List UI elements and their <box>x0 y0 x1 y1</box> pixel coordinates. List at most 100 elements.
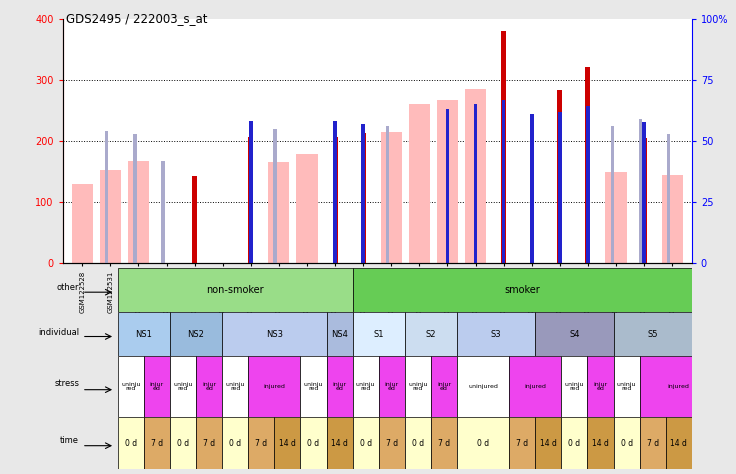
Text: S2: S2 <box>425 330 436 339</box>
Bar <box>405 356 431 417</box>
Bar <box>118 417 144 469</box>
Bar <box>381 132 402 263</box>
Bar <box>300 417 327 469</box>
Bar <box>587 417 614 469</box>
Text: injured: injured <box>524 384 546 389</box>
Bar <box>248 137 253 263</box>
Text: 0 d: 0 d <box>308 438 319 447</box>
Bar <box>457 417 509 469</box>
Bar <box>379 356 405 417</box>
Bar <box>275 417 300 469</box>
Bar <box>353 312 405 356</box>
Bar <box>144 417 170 469</box>
Bar <box>222 356 248 417</box>
Bar <box>361 133 366 263</box>
Bar <box>457 312 535 356</box>
Bar <box>361 124 365 263</box>
Bar <box>248 356 300 417</box>
Bar <box>196 417 222 469</box>
Bar <box>530 114 534 263</box>
Bar <box>105 131 108 263</box>
Bar <box>614 312 692 356</box>
Bar <box>192 176 197 263</box>
Text: 0 d: 0 d <box>229 438 241 447</box>
Text: 0 d: 0 d <box>620 438 633 447</box>
Bar <box>509 356 562 417</box>
Bar <box>667 134 670 263</box>
Bar <box>502 100 506 263</box>
Text: smoker: smoker <box>504 285 540 295</box>
Bar <box>610 127 614 263</box>
Bar <box>445 109 449 263</box>
Bar <box>273 129 277 263</box>
Text: 7 d: 7 d <box>647 438 659 447</box>
Bar <box>408 104 430 263</box>
Text: uninju
red: uninju red <box>617 382 637 392</box>
Bar <box>249 121 252 263</box>
Bar <box>535 312 614 356</box>
Bar <box>558 112 562 263</box>
Bar <box>100 170 121 263</box>
Bar <box>586 106 590 263</box>
Bar <box>474 104 478 263</box>
Text: S3: S3 <box>491 330 501 339</box>
Text: 14 d: 14 d <box>279 438 296 447</box>
Bar <box>614 356 640 417</box>
Bar <box>614 417 640 469</box>
Bar <box>509 417 535 469</box>
Text: 14 d: 14 d <box>670 438 687 447</box>
Text: NS3: NS3 <box>266 330 283 339</box>
Bar <box>222 417 248 469</box>
Bar <box>161 161 165 263</box>
Text: injur
ed: injur ed <box>202 382 216 392</box>
Text: uninju
red: uninju red <box>565 382 584 392</box>
Bar <box>562 417 587 469</box>
Bar <box>353 417 379 469</box>
Text: 7 d: 7 d <box>203 438 215 447</box>
Bar <box>431 356 457 417</box>
Text: uninju
red: uninju red <box>356 382 375 392</box>
Text: S4: S4 <box>569 330 580 339</box>
Bar <box>405 312 457 356</box>
Bar <box>557 91 562 263</box>
Bar <box>327 312 353 356</box>
Text: uninju
red: uninju red <box>304 382 323 392</box>
Text: uninju
red: uninju red <box>173 382 193 392</box>
Bar <box>353 268 692 312</box>
Bar <box>662 175 683 263</box>
Text: uninju
red: uninju red <box>121 382 141 392</box>
Text: 0 d: 0 d <box>124 438 137 447</box>
Bar <box>386 127 389 263</box>
Bar <box>640 356 718 417</box>
Text: uninju
red: uninju red <box>408 382 428 392</box>
Bar <box>118 312 170 356</box>
Text: time: time <box>60 436 79 445</box>
Text: injur
ed: injur ed <box>333 382 347 392</box>
Bar <box>465 89 486 263</box>
Text: 14 d: 14 d <box>331 438 348 447</box>
Bar <box>222 312 327 356</box>
Bar <box>144 356 170 417</box>
Text: injur
ed: injur ed <box>150 382 164 392</box>
Text: injur
ed: injur ed <box>593 382 608 392</box>
Bar <box>437 100 458 263</box>
Bar <box>170 356 196 417</box>
Bar <box>133 134 137 263</box>
Bar <box>640 417 666 469</box>
Bar <box>196 356 222 417</box>
Bar <box>501 30 506 263</box>
Text: 0 d: 0 d <box>360 438 372 447</box>
Text: S5: S5 <box>648 330 658 339</box>
Text: 7 d: 7 d <box>386 438 398 447</box>
Bar <box>642 138 647 263</box>
Bar <box>643 122 646 263</box>
Bar <box>327 356 353 417</box>
Text: non-smoker: non-smoker <box>206 285 264 295</box>
Text: injured: injured <box>668 384 690 389</box>
Text: 14 d: 14 d <box>592 438 609 447</box>
Bar <box>170 417 196 469</box>
Bar <box>587 356 614 417</box>
Bar <box>379 417 405 469</box>
Text: NS4: NS4 <box>331 330 348 339</box>
Text: 7 d: 7 d <box>438 438 450 447</box>
